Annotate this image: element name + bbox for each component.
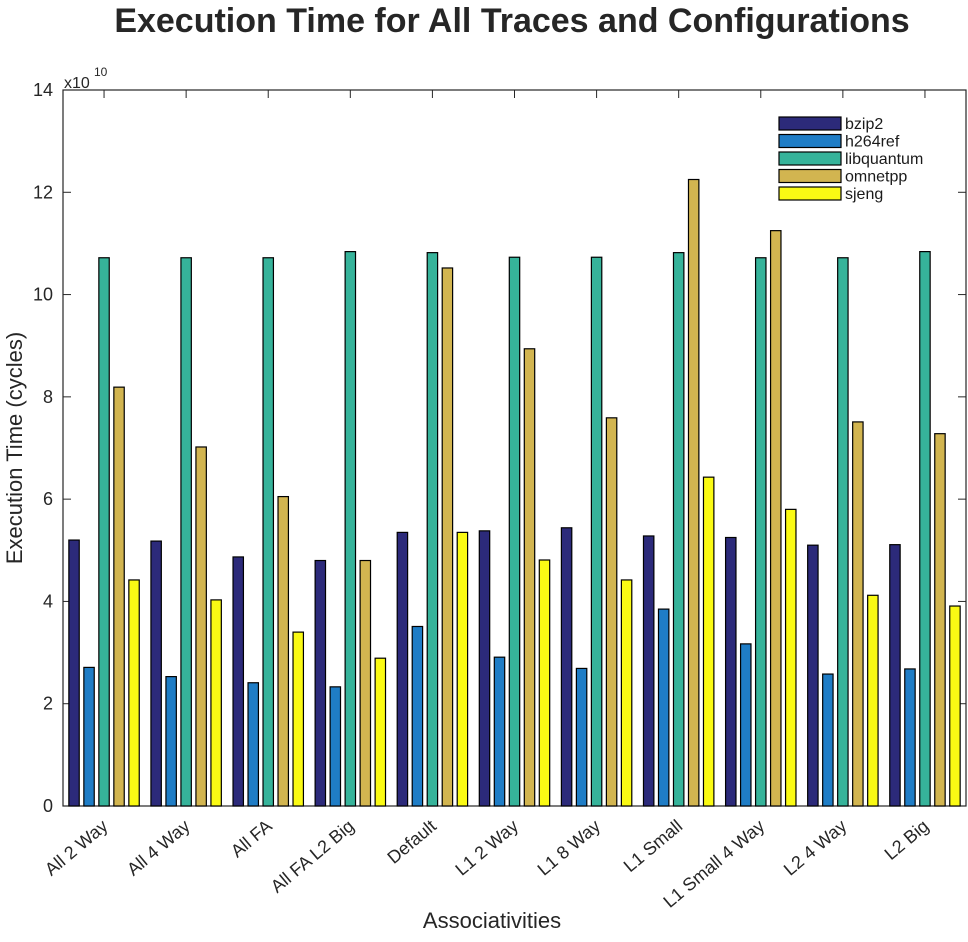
bar-libquantum-6 <box>590 256 603 807</box>
y-tick-label: 12 <box>33 182 53 202</box>
legend-label-libquantum: libquantum <box>845 151 923 168</box>
bar-h264ref-7 <box>657 608 670 807</box>
bar-omnetpp-3 <box>359 559 372 807</box>
bar-sjeng-8 <box>784 508 797 807</box>
bar-sjeng-9 <box>867 594 879 807</box>
legend-swatch-h264ref <box>778 133 842 149</box>
y-multiplier-exponent: 10 <box>94 65 108 79</box>
bar-sjeng-7 <box>702 476 715 807</box>
bar-libquantum-1 <box>180 257 192 807</box>
legend-label-h264ref: h264ref <box>845 134 900 151</box>
chart-title: Execution Time for All Traces and Config… <box>114 2 909 40</box>
bar-libquantum-10 <box>919 251 931 807</box>
bar-sjeng-6 <box>620 579 633 807</box>
bar-libquantum-2 <box>262 257 275 807</box>
bar-omnetpp-1 <box>195 446 207 807</box>
bar-sjeng-3 <box>374 657 387 807</box>
bar-h264ref-9 <box>822 673 834 807</box>
x-tick-label: L1 8 Way <box>534 816 605 880</box>
x-tick-label: L2 Big <box>881 816 933 864</box>
bar-h264ref-5 <box>493 656 506 807</box>
bar-h264ref-10 <box>904 668 916 807</box>
legend-label-omnetpp: omnetpp <box>845 169 907 186</box>
bar-sjeng-1 <box>210 599 222 807</box>
y-tick-label: 6 <box>43 489 53 509</box>
bar-h264ref-4 <box>411 625 424 807</box>
bar-omnetpp-0 <box>113 386 125 807</box>
y-tick-label: 8 <box>43 387 53 407</box>
y-tick-label: 0 <box>43 796 53 816</box>
y-axis-label: Execution Time (cycles) <box>2 332 27 564</box>
bar-bzip2-3 <box>314 559 327 807</box>
bar-sjeng-0 <box>128 579 140 807</box>
x-tick-label: All 2 Way <box>41 816 112 880</box>
x-tick-label: L1 2 Way <box>451 816 522 880</box>
legend-label-bzip2: bzip2 <box>845 116 883 133</box>
y-multiplier-base: x10 <box>64 75 90 92</box>
bar-bzip2-7 <box>642 535 655 807</box>
bar-libquantum-7 <box>672 252 685 807</box>
legend-swatch-bzip2 <box>778 116 842 131</box>
bar-omnetpp-10 <box>934 433 946 807</box>
x-tick-label: Default <box>383 816 440 868</box>
bar-bzip2-5 <box>478 530 491 807</box>
bar-h264ref-8 <box>739 643 752 807</box>
bar-h264ref-3 <box>329 686 342 807</box>
legend-swatch-sjeng <box>778 186 842 201</box>
bar-omnetpp-9 <box>852 421 864 807</box>
bar-libquantum-5 <box>508 256 521 807</box>
bar-libquantum-0 <box>98 257 110 807</box>
bar-omnetpp-4 <box>441 267 454 807</box>
x-tick-label: All FA L2 Big <box>267 816 358 897</box>
x-tick-label: L1 Small <box>620 816 687 876</box>
bar-sjeng-4 <box>456 531 469 807</box>
bar-omnetpp-5 <box>523 348 536 807</box>
x-tick-label: All 4 Way <box>123 816 194 880</box>
bar-libquantum-4 <box>426 252 439 807</box>
y-tick-label: 2 <box>43 694 53 714</box>
bar-libquantum-9 <box>837 257 849 807</box>
legend-swatch-libquantum <box>778 151 842 166</box>
bar-sjeng-5 <box>538 559 551 807</box>
x-axis-label: Associativities <box>423 908 561 933</box>
bar-h264ref-1 <box>165 676 177 807</box>
bar-h264ref-6 <box>575 667 588 807</box>
y-tick-label: 14 <box>33 80 53 100</box>
bar-bzip2-9 <box>807 544 819 807</box>
legend-swatch-omnetpp <box>778 168 842 184</box>
x-tick-label: All FA <box>227 816 276 862</box>
bar-bzip2-2 <box>232 556 245 807</box>
bar-bzip2-0 <box>68 539 80 807</box>
bar-libquantum-3 <box>344 251 357 807</box>
y-tick-label: 4 <box>43 591 53 611</box>
bar-bzip2-4 <box>396 531 409 807</box>
bar-bzip2-8 <box>724 536 737 807</box>
legend-label-sjeng: sjeng <box>845 186 883 203</box>
bar-h264ref-0 <box>83 666 95 807</box>
bar-omnetpp-2 <box>277 495 290 807</box>
bar-sjeng-10 <box>949 605 961 807</box>
y-tick-label: 10 <box>33 285 53 305</box>
bar-bzip2-10 <box>889 544 901 807</box>
bar-omnetpp-8 <box>769 230 782 807</box>
bar-bzip2-6 <box>560 527 573 807</box>
bar-libquantum-8 <box>754 257 767 807</box>
bar-bzip2-1 <box>150 540 162 807</box>
x-tick-label: L2 4 Way <box>780 816 851 880</box>
bar-sjeng-2 <box>292 631 305 807</box>
bar-h264ref-2 <box>247 682 260 807</box>
bar-omnetpp-7 <box>687 178 700 807</box>
bar-omnetpp-6 <box>605 417 618 807</box>
